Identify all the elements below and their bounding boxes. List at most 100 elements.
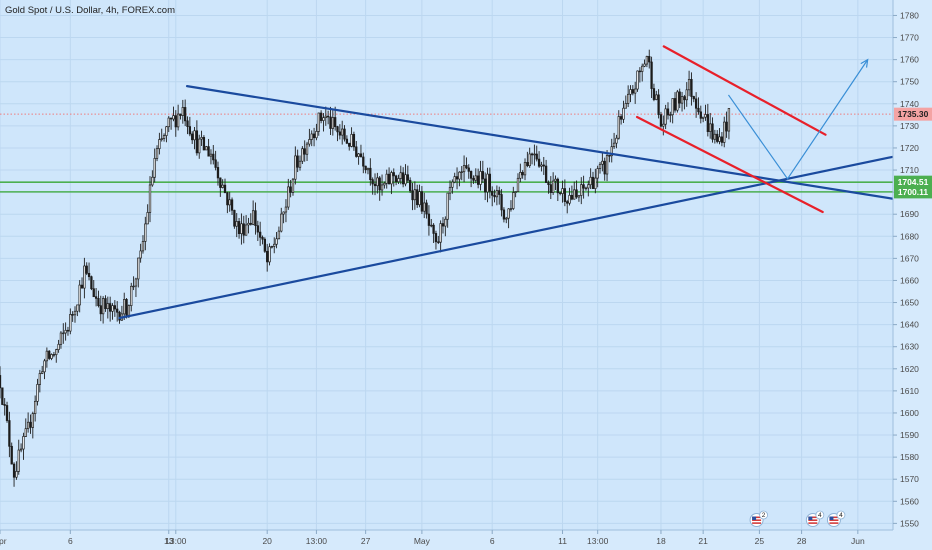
candle-body-up — [561, 188, 564, 194]
candle — [254, 202, 257, 235]
candle — [423, 192, 426, 219]
candle-body-down — [296, 155, 299, 168]
candle-body-down — [425, 202, 428, 215]
candle — [556, 177, 559, 202]
candle — [631, 85, 634, 96]
candle — [209, 149, 213, 165]
candle — [155, 145, 159, 162]
candle — [512, 186, 515, 211]
candle — [634, 81, 637, 104]
price-tick-label: 1720 — [900, 143, 919, 153]
trendline-upper-triangle[interactable] — [185, 85, 895, 200]
candle-body-down — [416, 189, 419, 206]
candle-body-down — [392, 172, 395, 177]
candle-body-down — [608, 155, 611, 157]
candle-body-down — [289, 186, 292, 193]
candle-body-down — [1, 387, 4, 405]
candle-body-up — [130, 285, 133, 306]
candle — [505, 216, 508, 224]
candle-body-up — [528, 153, 531, 167]
candle — [10, 442, 13, 465]
candle-body-up — [134, 278, 138, 287]
candle — [45, 347, 49, 368]
time-tick-label: 13:00 — [165, 536, 187, 546]
candle — [598, 161, 602, 174]
candle — [481, 160, 484, 183]
candle — [329, 106, 332, 136]
candle-body-up — [162, 135, 166, 139]
candle-body-up — [685, 89, 688, 101]
candle — [498, 186, 501, 205]
candle — [263, 237, 267, 253]
price-tick-label: 1640 — [900, 320, 919, 330]
candle — [603, 157, 606, 181]
candle — [64, 322, 67, 341]
candle-body-up — [474, 175, 477, 181]
trendline-lower-triangle[interactable] — [118, 155, 895, 320]
candle-body-up — [209, 153, 213, 157]
price-axis-panel[interactable] — [893, 0, 932, 530]
candle-body-down — [699, 111, 702, 119]
candle-body-up — [19, 448, 23, 451]
price-tick-label: 1690 — [900, 209, 919, 219]
price-tick-label: 1680 — [900, 231, 919, 241]
economic-event-badge[interactable]: 4 — [826, 510, 846, 527]
economic-event-badge[interactable]: 2 — [749, 510, 768, 527]
candle-body-down — [226, 192, 229, 206]
candle-body-up — [423, 202, 426, 212]
candle-body-down — [530, 153, 534, 156]
candle — [0, 366, 2, 399]
candle-body-down — [437, 241, 440, 243]
candle — [235, 213, 238, 238]
candle-body-up — [507, 208, 510, 219]
candle-body-down — [631, 89, 634, 94]
trendline-channel-top[interactable] — [662, 45, 827, 136]
candle-body-down — [5, 405, 9, 421]
candle — [193, 126, 196, 150]
candle — [589, 168, 592, 190]
time-axis-panel[interactable] — [0, 530, 932, 550]
candle — [303, 140, 306, 162]
candle — [36, 378, 39, 406]
candle-body-down — [174, 115, 177, 128]
candle — [472, 175, 475, 184]
candle — [202, 135, 206, 151]
candle-body-up — [357, 153, 360, 157]
candle — [418, 184, 421, 208]
candle-body-up — [624, 103, 627, 109]
flag-stripe — [808, 516, 818, 519]
candle — [319, 110, 323, 124]
candle — [469, 170, 473, 188]
candle-body-down — [191, 133, 194, 141]
candle — [174, 110, 177, 137]
projection-layer[interactable] — [727, 58, 869, 180]
trendline-channel-bottom[interactable] — [635, 115, 824, 214]
candle-body-up — [458, 171, 461, 180]
candle-body-down — [249, 222, 252, 225]
candle-body-down — [12, 463, 16, 478]
time-axis[interactable]: Apr61313:002013:0027May61113:0018212528J… — [0, 530, 865, 546]
candle — [516, 173, 520, 193]
projection-path[interactable] — [727, 59, 869, 180]
price-tick-label: 1590 — [900, 430, 919, 440]
economic-event-badge[interactable]: 4 — [805, 510, 825, 527]
trendlines-layer[interactable] — [118, 45, 895, 320]
candle — [444, 216, 447, 237]
event-count-label: 2 — [762, 512, 766, 519]
candle — [8, 411, 11, 458]
candle-body-up — [15, 471, 18, 478]
candle — [291, 177, 295, 196]
candle — [144, 216, 147, 251]
candle — [484, 172, 487, 201]
candle — [615, 134, 618, 149]
candle-body-down — [219, 177, 222, 188]
event-badges-layer[interactable]: 2 4 4 — [749, 510, 846, 527]
candle — [111, 303, 114, 320]
price-tag-1735.30: 1735.30 — [894, 107, 932, 121]
candle-body-down — [544, 165, 548, 183]
candle-body-up — [331, 117, 334, 129]
candle — [537, 151, 541, 168]
candle — [584, 186, 588, 191]
